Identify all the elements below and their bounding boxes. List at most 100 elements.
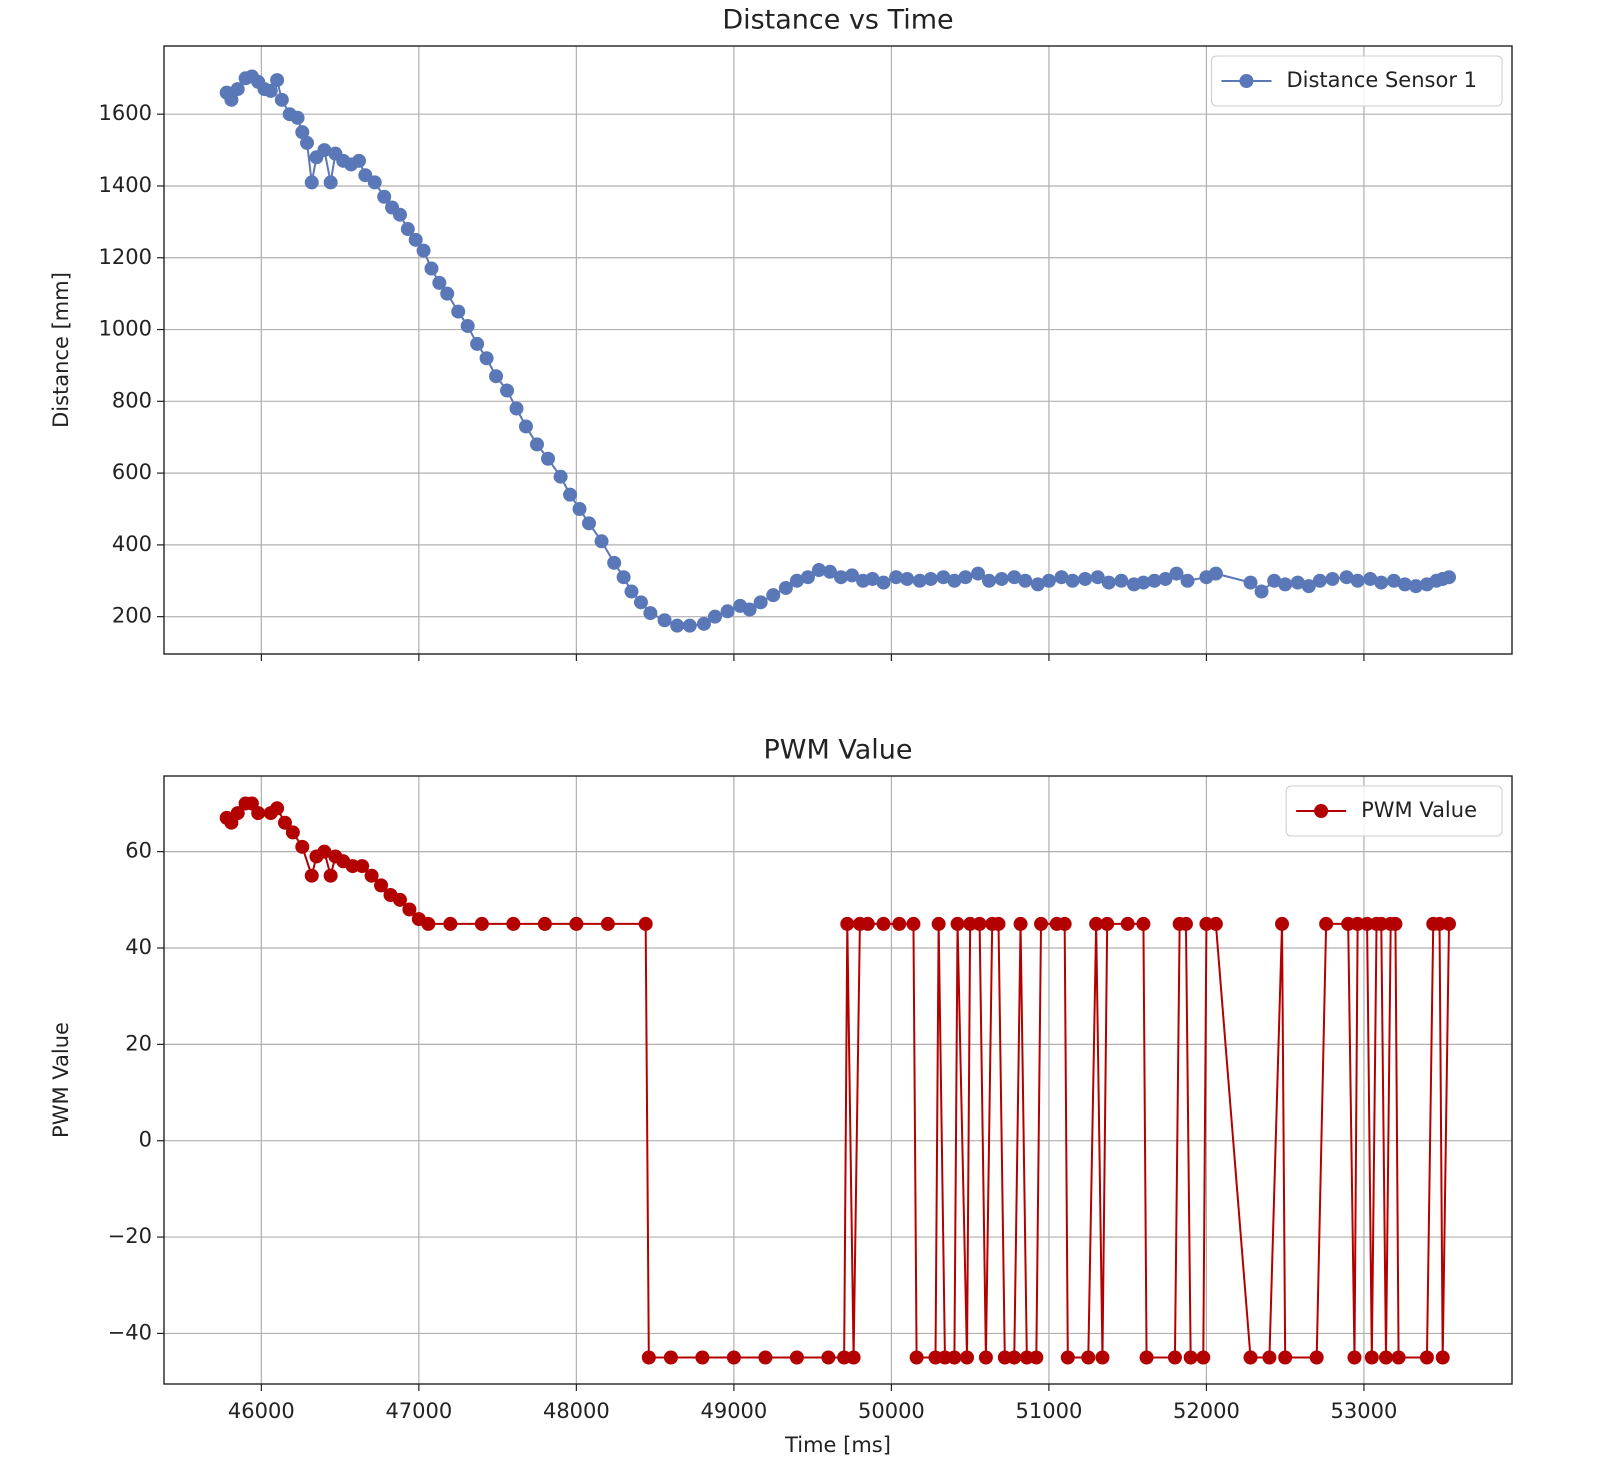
data-point	[821, 1350, 836, 1365]
data-point	[695, 1350, 710, 1365]
data-point	[304, 175, 319, 190]
data-point	[972, 916, 987, 931]
data-point	[1208, 916, 1223, 931]
data-point	[958, 570, 973, 585]
legend-box	[1285, 785, 1503, 837]
data-line	[225, 802, 1450, 1359]
data-point	[1054, 570, 1069, 585]
data-point	[1196, 1350, 1211, 1365]
data-point	[1243, 1350, 1258, 1365]
data-point	[295, 125, 310, 140]
data-point	[263, 83, 278, 98]
data-point	[947, 1350, 962, 1365]
data-point	[931, 916, 946, 931]
y-tick-label: 400	[112, 532, 152, 556]
data-point	[742, 602, 757, 617]
data-point	[789, 573, 804, 588]
data-point	[936, 570, 951, 585]
y-tick-label: 1000	[99, 317, 152, 341]
data-point	[1095, 1350, 1110, 1365]
data-point	[950, 916, 965, 931]
y-tick-label: 20	[125, 1031, 152, 1055]
data-point	[1089, 916, 1104, 931]
data-point	[991, 916, 1006, 931]
data-point	[270, 73, 285, 88]
data-point	[402, 902, 417, 917]
data-point	[1278, 577, 1293, 592]
data-point	[778, 580, 793, 595]
data-point	[840, 916, 855, 931]
data-point	[1386, 573, 1401, 588]
data-point	[624, 584, 639, 599]
data-point	[374, 878, 389, 893]
data-point	[1057, 916, 1072, 931]
y-tick-label: 800	[112, 388, 152, 412]
data-point	[846, 1350, 861, 1365]
data-point	[529, 437, 544, 452]
data-point	[1007, 1350, 1022, 1365]
y-tick-label: 1600	[99, 101, 152, 125]
data-point	[1378, 1350, 1393, 1365]
data-point	[641, 1350, 656, 1365]
data-point	[474, 916, 489, 931]
y-tick-label: 1400	[99, 173, 152, 197]
data-point	[822, 564, 837, 579]
data-point	[1139, 1350, 1154, 1365]
data-point	[1018, 573, 1033, 588]
x-tick-label: 51000	[1016, 1399, 1083, 1423]
data-point	[982, 573, 997, 588]
data-point	[912, 573, 927, 588]
y-axis-label: Distance [mm]	[49, 272, 73, 428]
data-point	[489, 369, 504, 384]
data-point	[876, 916, 891, 931]
data-point	[758, 1350, 773, 1365]
chart-title: Distance vs Time	[722, 5, 953, 36]
x-tick-label: 53000	[1331, 1399, 1398, 1423]
data-point	[1350, 573, 1365, 588]
data-point	[682, 618, 697, 633]
data-point	[1178, 916, 1193, 931]
y-tick-label: 1200	[99, 245, 152, 269]
data-point	[416, 243, 431, 258]
x-axis-label: Time [ms]	[784, 1433, 891, 1457]
data-point	[1100, 916, 1115, 931]
data-point	[1364, 1350, 1379, 1365]
data-point	[300, 135, 315, 150]
data-point	[277, 815, 292, 830]
data-point	[230, 82, 245, 97]
data-point	[304, 868, 319, 883]
data-point	[506, 916, 521, 931]
data-point	[1408, 579, 1423, 594]
x-tick-label: 52000	[1173, 1399, 1240, 1423]
data-point	[1041, 573, 1056, 588]
data-point	[889, 570, 904, 585]
data-point	[707, 609, 722, 624]
data-point	[607, 555, 622, 570]
x-tick-label: 46000	[228, 1399, 295, 1423]
data-point	[670, 618, 685, 633]
data-point	[789, 1350, 804, 1365]
plot-frame	[163, 45, 1513, 655]
data-point	[1441, 570, 1456, 585]
data-point	[1081, 1350, 1096, 1365]
data-point	[638, 916, 653, 931]
x-tick-label: 47000	[385, 1399, 452, 1423]
data-point	[518, 419, 533, 434]
data-point	[470, 336, 485, 351]
data-point	[1183, 1350, 1198, 1365]
data-point	[906, 916, 921, 931]
data-point	[1397, 577, 1412, 592]
data-point	[352, 153, 367, 168]
data-point	[432, 275, 447, 290]
data-point	[1158, 571, 1173, 586]
data-point	[1262, 1350, 1277, 1365]
data-point	[290, 110, 305, 125]
data-point	[1363, 571, 1378, 586]
y-tick-label: 200	[112, 604, 152, 628]
data-point	[274, 92, 289, 107]
data-point	[800, 570, 815, 585]
data-point	[1309, 1350, 1324, 1365]
data-point	[657, 613, 672, 628]
data-point	[230, 806, 245, 821]
series	[219, 69, 1456, 633]
